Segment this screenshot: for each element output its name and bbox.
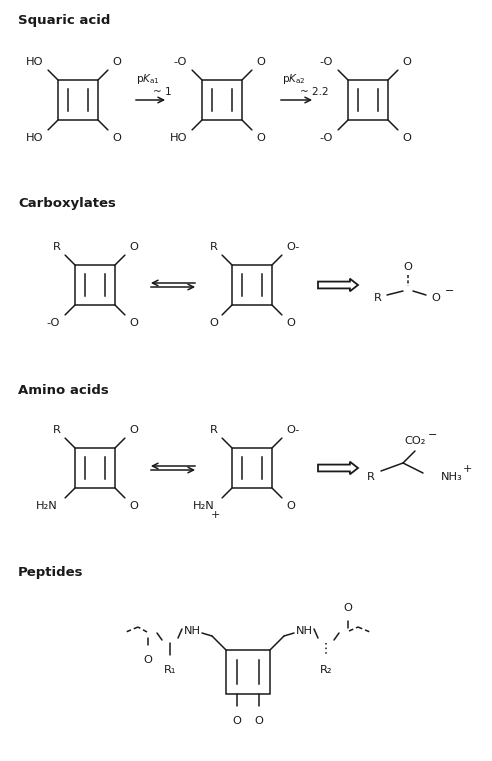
Text: R: R [210, 242, 218, 252]
Text: O: O [112, 133, 121, 143]
Text: +: + [210, 510, 220, 520]
Text: -O: -O [47, 318, 60, 328]
Text: O: O [112, 57, 121, 67]
Text: R: R [210, 425, 218, 435]
Text: O: O [343, 603, 352, 613]
Text: O: O [129, 501, 138, 511]
Text: H₂N: H₂N [36, 501, 58, 511]
Text: O-: O- [286, 242, 299, 252]
Text: O: O [286, 501, 295, 511]
Text: Peptides: Peptides [18, 566, 84, 579]
Text: O: O [286, 318, 295, 328]
Text: Carboxylates: Carboxylates [18, 197, 116, 210]
Text: Amino acids: Amino acids [18, 384, 109, 397]
Text: O: O [431, 293, 440, 303]
Text: ~ 1: ~ 1 [153, 87, 172, 97]
Text: ~ 2.2: ~ 2.2 [300, 87, 329, 97]
Text: O: O [129, 242, 138, 252]
Text: O: O [209, 318, 218, 328]
Text: H₂N: H₂N [193, 501, 215, 511]
Text: CO₂: CO₂ [404, 436, 426, 446]
Text: -O: -O [320, 57, 333, 67]
Text: O: O [129, 318, 138, 328]
Text: −: − [429, 430, 438, 440]
Text: HO: HO [170, 133, 187, 143]
Text: p$K_{\mathregular{a1}}$: p$K_{\mathregular{a1}}$ [136, 72, 160, 86]
Text: HO: HO [26, 133, 43, 143]
Text: R₂: R₂ [320, 665, 332, 675]
Text: -O: -O [174, 57, 187, 67]
Text: O-: O- [286, 425, 299, 435]
Text: R₁: R₁ [164, 665, 176, 675]
Text: NH₃: NH₃ [441, 472, 463, 482]
Text: O: O [144, 655, 153, 665]
Text: -O: -O [320, 133, 333, 143]
Text: +: + [462, 464, 472, 474]
Text: O: O [402, 57, 411, 67]
Text: R: R [374, 293, 382, 303]
Text: Squaric acid: Squaric acid [18, 14, 110, 27]
Text: O: O [233, 716, 242, 726]
Text: O: O [403, 262, 412, 272]
Text: −: − [445, 286, 455, 296]
Text: O: O [129, 425, 138, 435]
Text: HO: HO [26, 57, 43, 67]
Text: R: R [367, 472, 375, 482]
Text: NH: NH [184, 626, 201, 636]
Text: O: O [256, 57, 265, 67]
Text: O: O [254, 716, 263, 726]
Text: O: O [256, 133, 265, 143]
Text: NH: NH [295, 626, 312, 636]
Text: R: R [53, 242, 61, 252]
Text: R: R [53, 425, 61, 435]
Text: p$K_{\mathregular{a2}}$: p$K_{\mathregular{a2}}$ [282, 72, 306, 86]
Text: O: O [402, 133, 411, 143]
